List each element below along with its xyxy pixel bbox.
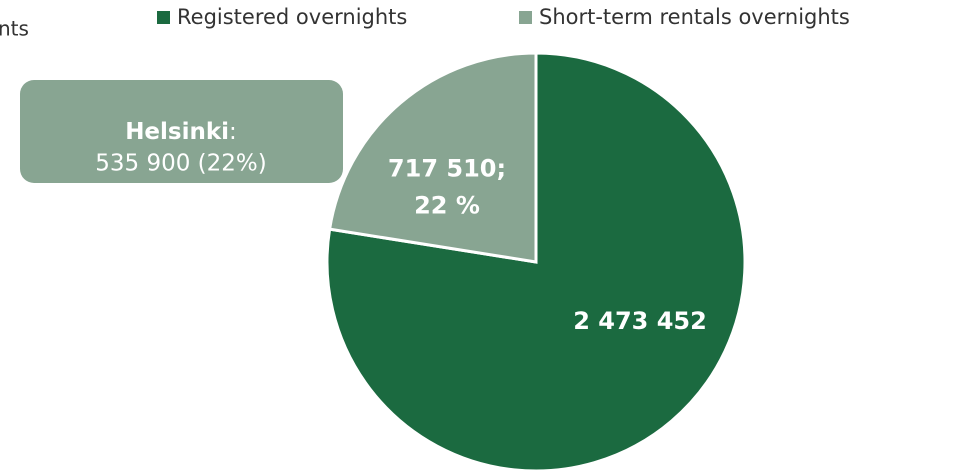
- pie-slice: [327, 51, 538, 264]
- legend-swatch: [519, 11, 532, 24]
- legend-label: Short-term rentals overnights: [539, 5, 850, 29]
- value-label: 717 510;: [388, 155, 506, 183]
- value-label: 22 %: [414, 192, 480, 220]
- legend-label: Registered overnights: [177, 5, 407, 29]
- legend-swatch: [157, 11, 170, 24]
- annotation-title: Helsinki:: [125, 119, 237, 145]
- annotation-box: [20, 80, 343, 183]
- annotation-separator: :: [229, 119, 237, 145]
- value-label: 2 473 452: [573, 307, 707, 335]
- annotation-text: 535 900 (22%): [95, 151, 267, 177]
- chart-title: nts: [0, 17, 29, 41]
- pie-slice: [325, 51, 747, 470]
- annotation-label: Helsinki: [125, 119, 229, 145]
